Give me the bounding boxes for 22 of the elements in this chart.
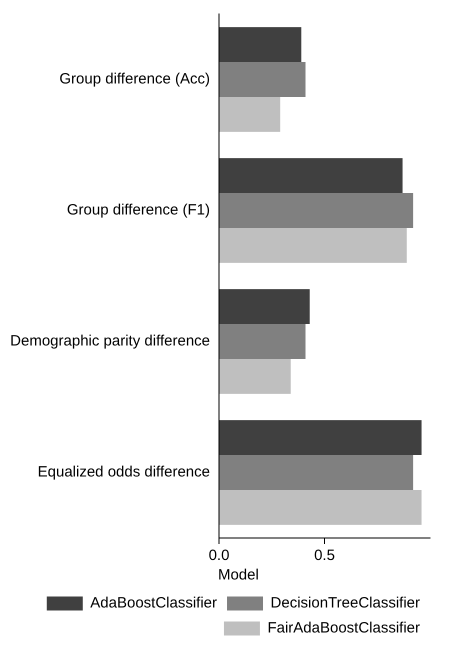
bar: [220, 358, 291, 394]
y-tick-label: Demographic parity difference: [10, 332, 210, 350]
bar: [220, 62, 306, 97]
bar: [220, 228, 407, 263]
bar: [220, 193, 414, 228]
bar: [220, 455, 414, 490]
bar: [220, 490, 422, 525]
bar: [220, 96, 280, 132]
x-tick-label: 0.0: [208, 547, 230, 564]
bar: [220, 158, 403, 194]
bar: [220, 324, 306, 359]
y-tick-label: Equalized odds difference: [38, 464, 210, 481]
y-tick-label: Group difference (Acc): [59, 70, 210, 88]
legend-label: DecisionTreeClassifier: [270, 594, 420, 612]
bar: [220, 420, 422, 456]
bar: [220, 289, 310, 324]
legend-label: AdaBoostClassifier: [90, 594, 218, 612]
x-tick-label: 0.5: [314, 547, 335, 564]
legend-title: Model: [218, 566, 259, 584]
y-tick-label: Group difference (F1): [66, 202, 210, 219]
bar: [220, 27, 302, 62]
legend-label: FairAdaBoostClassifier: [267, 620, 420, 637]
